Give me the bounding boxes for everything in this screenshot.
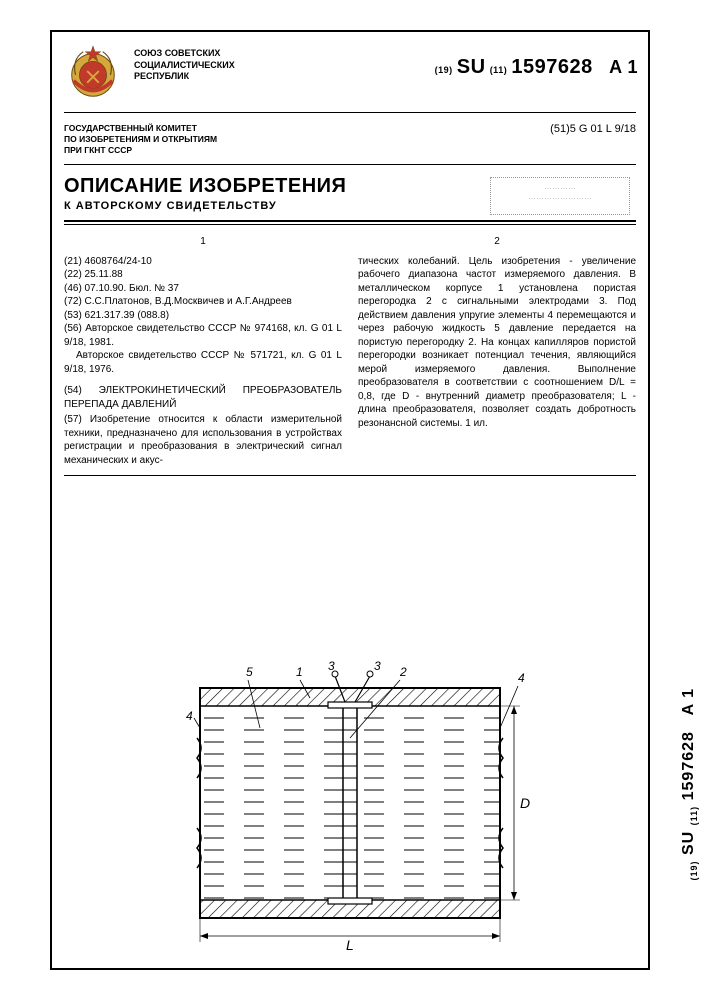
callout-5: 5: [246, 665, 253, 679]
divider-thick: [64, 220, 636, 222]
spine-country: SU: [680, 830, 697, 854]
field-22: (22) 25.11.88: [64, 268, 342, 282]
figure-area: 5 1 3 3 2 4 4 D L: [52, 648, 648, 968]
committee-row: ГОСУДАРСТВЕННЫЙ КОМИТЕТ ПО ИЗОБРЕТЕНИЯМ …: [52, 117, 648, 160]
column-right: 2 тических колебаний. Цель изобретения -…: [358, 235, 636, 467]
page-frame: СОЮЗ СОВЕТСКИХ СОЦИАЛИСТИЧЕСКИХ РЕСПУБЛИ…: [50, 30, 650, 970]
code-11: (11): [490, 65, 508, 75]
cross-section-diagram: 5 1 3 3 2 4 4 D L: [160, 658, 540, 958]
spine-19: (19): [689, 860, 699, 880]
issuer-name: СОЮЗ СОВЕТСКИХ СОЦИАЛИСТИЧЕСКИХ РЕСПУБЛИ…: [134, 42, 435, 83]
field-56a: (56) Авторское свидетельство СССР № 9741…: [64, 322, 342, 349]
code-19: (19): [435, 65, 453, 75]
dim-d: D: [520, 795, 530, 811]
patent-number: (19) SU (11) 1597628 A 1: [435, 42, 638, 79]
divider: [64, 164, 636, 165]
body-columns: 1 (21) 4608764/24-10 (22) 25.11.88 (46) …: [52, 229, 648, 467]
column-left: 1 (21) 4608764/24-10 (22) 25.11.88 (46) …: [64, 235, 342, 467]
spine-11: (11): [689, 805, 699, 825]
callout-4r: 4: [518, 671, 525, 685]
col-number-2: 2: [358, 235, 636, 249]
field-57: (57) Изобретение относится к области изм…: [64, 413, 342, 467]
field-21: (21) 4608764/24-10: [64, 255, 342, 269]
callout-4l: 4: [186, 709, 193, 723]
field-54: (54) ЭЛЕКТРОКИНЕТИЧЕСКИЙ ПРЕОБРАЗОВАТЕЛЬ…: [64, 384, 342, 411]
field-53: (53) 621.317.39 (088.8): [64, 309, 342, 323]
library-stamp: ………… ……………………: [490, 177, 630, 215]
divider: [64, 475, 636, 476]
abstract-continuation: тических колебаний. Цель изобретения - у…: [358, 255, 636, 431]
country-code: SU: [457, 56, 486, 78]
callout-3b: 3: [374, 659, 381, 673]
divider: [64, 112, 636, 113]
callout-1: 1: [296, 665, 303, 679]
divider: [64, 224, 636, 225]
spine-number: 1597628: [680, 731, 697, 800]
doc-number: 1597628: [511, 56, 592, 78]
ussr-emblem-icon: [62, 42, 124, 104]
ipc-class: (51)5 G 01 L 9/18: [550, 123, 636, 156]
callout-3: 3: [328, 659, 335, 673]
dim-l: L: [346, 937, 354, 953]
callout-2: 2: [399, 665, 407, 679]
header-row: СОЮЗ СОВЕТСКИХ СОЦИАЛИСТИЧЕСКИХ РЕСПУБЛИ…: [52, 32, 648, 108]
spine-label: (19) SU (11) 1597628 A 1: [680, 688, 699, 880]
field-56b: Авторское свидетельство СССР № 571721, к…: [64, 349, 342, 376]
col-number-1: 1: [64, 235, 342, 249]
field-46: (46) 07.10.90. Бюл. № 37: [64, 282, 342, 296]
kind-code: A 1: [609, 57, 638, 77]
spine-kind: A 1: [680, 688, 697, 715]
committee-name: ГОСУДАРСТВЕННЫЙ КОМИТЕТ ПО ИЗОБРЕТЕНИЯМ …: [64, 123, 217, 156]
field-72: (72) С.С.Платонов, В.Д.Москвичев и А.Г.А…: [64, 295, 342, 309]
